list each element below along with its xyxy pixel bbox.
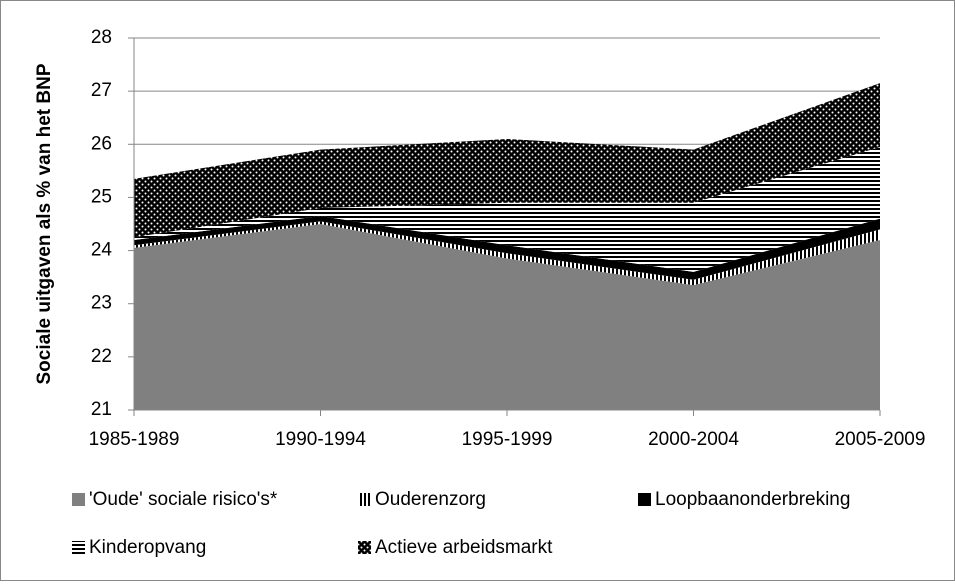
legend-swatch [72,541,85,554]
area [134,224,880,410]
y-tick-label: 26 [91,133,112,154]
legend-swatch [358,541,371,554]
legend-label: Actieve arbeidsmarkt [375,537,553,558]
y-tick-label: 25 [91,186,112,207]
x-tick-label: 1995-1999 [462,429,553,450]
x-tick-label: 1990-1994 [275,429,366,450]
y-tick-label: 27 [91,80,112,101]
x-tick-label: 2000-2004 [648,429,739,450]
y-tick-label: 28 [91,27,112,48]
area [134,216,880,280]
legend-label: Kinderopvang [89,537,206,558]
y-tick-label: 23 [91,293,112,314]
legend-label: Ouderenzorg [375,489,486,510]
y-axis-title: Sociale uitgaven als % van het BNP [34,63,55,384]
x-tick-label: 2005-2009 [835,429,926,450]
area [134,83,880,238]
y-tick-label: 22 [91,346,112,367]
legend-swatch [72,493,85,506]
area [134,146,880,272]
legend-label: 'Oude' sociale risico's* [89,489,278,510]
legend-label: Loopbaanonderbreking [655,489,850,510]
y-tick-label: 24 [91,240,113,261]
x-tick-label: 1985-1989 [89,429,180,450]
y-tick-label: 21 [91,399,112,420]
legend-swatch [638,493,651,506]
legend-swatch [358,493,371,506]
